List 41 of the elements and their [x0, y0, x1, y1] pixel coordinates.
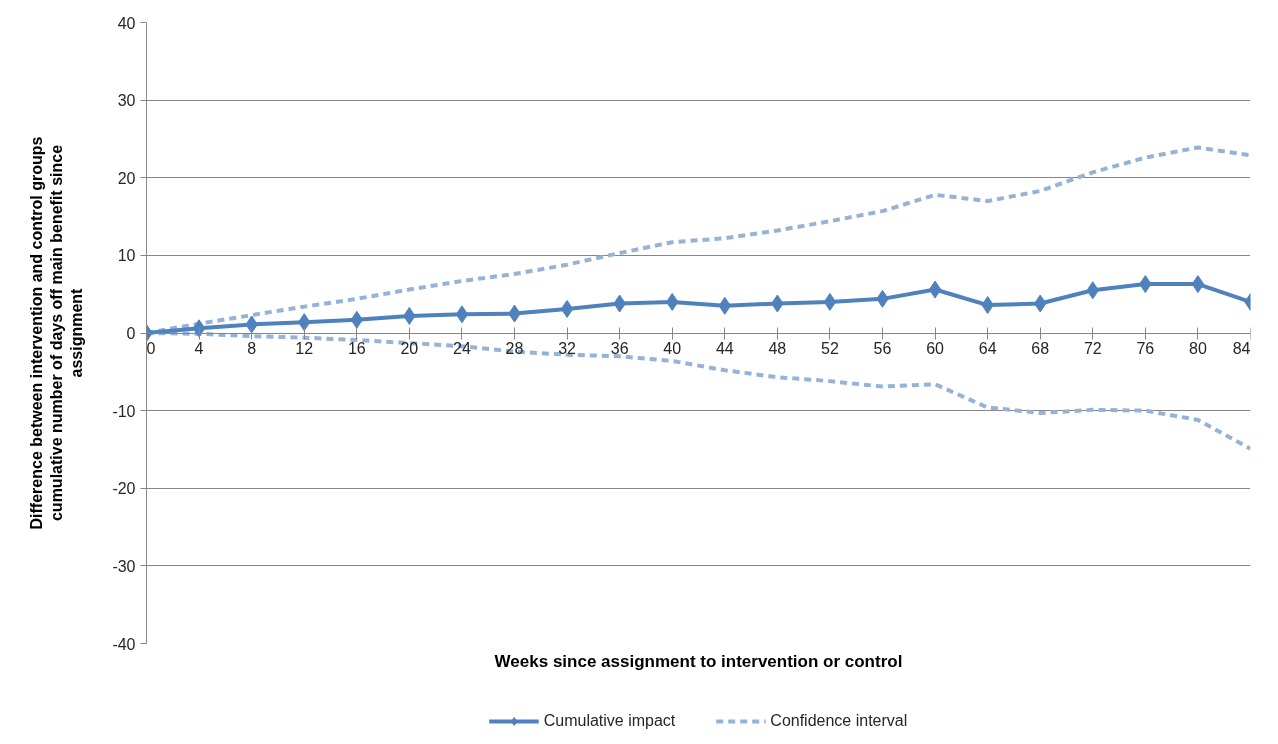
x-tick-label: 72: [1083, 340, 1102, 357]
x-axis-title: Weeks since assignment to intervention or control: [494, 651, 903, 671]
point: [1191, 275, 1205, 294]
x-tick-label: 40: [663, 340, 682, 357]
x-tick-label: 64: [978, 340, 997, 357]
y-tick-label: -20: [112, 480, 136, 498]
point: [560, 299, 574, 318]
point: [823, 292, 837, 311]
x-tick-label: 56: [873, 340, 892, 357]
x-tick-label: 12: [295, 340, 314, 357]
x-tick-label: 4: [194, 340, 204, 357]
y-tick-label: 40: [117, 14, 136, 32]
point: [928, 280, 942, 299]
y-axis-title: Difference between intervention and control groups cumulative number of days off main benefit since assignment: [27, 136, 86, 530]
y-tick-label: 10: [117, 247, 136, 265]
x-tick-label: 68: [1031, 340, 1050, 357]
y-tick-label: -10: [112, 402, 136, 420]
y-tick-label: -40: [112, 635, 136, 653]
y-tick-label: -30: [112, 557, 136, 575]
x-tick-label: 52: [821, 340, 839, 357]
y-tick-label: 0: [126, 325, 136, 342]
y-tick-label: 30: [117, 92, 136, 110]
point: [455, 305, 469, 324]
legend-label: Cumulative impact: [543, 712, 676, 730]
x-tick-label: 60: [926, 340, 945, 357]
x-tick-label: 24: [453, 340, 471, 357]
x-tick-label: 76: [1136, 340, 1155, 357]
x-tick-label: 20: [400, 340, 419, 357]
point: [192, 319, 206, 338]
x-tick-label: 80: [1189, 340, 1207, 357]
x-tick-label: 28: [505, 340, 524, 357]
x-tick-label: 16: [347, 340, 366, 357]
x-tick-label: 84: [1232, 340, 1251, 357]
x-tick-label: 8: [247, 340, 257, 357]
x-tick-label: 48: [768, 340, 787, 357]
legend-label: Confidence interval: [770, 712, 908, 730]
y-tick-label: 20: [117, 169, 136, 187]
x-tick-label: 36: [610, 340, 629, 357]
x-tick-label: 0: [146, 340, 156, 357]
x-tick-label: 32: [558, 340, 577, 357]
x-tick-label: 44: [715, 340, 734, 357]
